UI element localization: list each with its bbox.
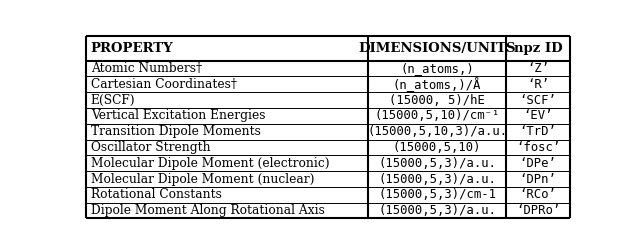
Text: (n_atoms,)/Å: (n_atoms,)/Å: [393, 77, 481, 92]
Text: (15000,5,10)/cm⁻¹: (15000,5,10)/cm⁻¹: [374, 109, 500, 122]
Bar: [86, 92, 570, 108]
Text: (15000,5,3)/a.u.: (15000,5,3)/a.u.: [378, 157, 496, 170]
Text: Molecular Dipole Moment (electronic): Molecular Dipole Moment (electronic): [91, 157, 330, 170]
Text: (n_atoms,): (n_atoms,): [400, 62, 474, 75]
Text: Rotational Constants: Rotational Constants: [91, 188, 221, 201]
Text: PROPERTY: PROPERTY: [91, 42, 173, 55]
Text: ‘DPRo’: ‘DPRo’: [516, 204, 560, 217]
Text: ‘TrD’: ‘TrD’: [520, 125, 557, 138]
Text: ‘DPn’: ‘DPn’: [520, 173, 557, 185]
Text: E(SCF): E(SCF): [91, 94, 136, 107]
Text: Dipole Moment Along Rotational Axis: Dipole Moment Along Rotational Axis: [91, 204, 324, 217]
Bar: [86, 76, 570, 92]
Bar: [86, 140, 570, 155]
Bar: [86, 171, 570, 187]
Bar: [86, 187, 570, 203]
Text: ‘DPe’: ‘DPe’: [520, 157, 557, 170]
Text: ‘fosc’: ‘fosc’: [516, 141, 560, 154]
Bar: [86, 61, 570, 76]
Text: (15000,5,10): (15000,5,10): [393, 141, 481, 154]
Text: Oscillator Strength: Oscillator Strength: [91, 141, 211, 154]
Text: ‘Z’: ‘Z’: [527, 62, 549, 75]
Text: ‘EV’: ‘EV’: [524, 109, 553, 122]
Text: (15000,5,10,3)/a.u.: (15000,5,10,3)/a.u.: [367, 125, 508, 138]
Bar: [86, 155, 570, 171]
Text: Vertical Excitation Energies: Vertical Excitation Energies: [91, 109, 266, 122]
Bar: [86, 124, 570, 140]
Text: Atomic Numbers†: Atomic Numbers†: [91, 62, 202, 75]
Text: (15000,5,3)/a.u.: (15000,5,3)/a.u.: [378, 173, 496, 185]
Text: (15000, 5)/hE: (15000, 5)/hE: [389, 94, 485, 107]
Text: Molecular Dipole Moment (nuclear): Molecular Dipole Moment (nuclear): [91, 173, 314, 185]
Text: ‘R’: ‘R’: [527, 78, 549, 91]
Bar: [86, 36, 570, 61]
Text: (15000,5,3)/a.u.: (15000,5,3)/a.u.: [378, 204, 496, 217]
Text: ‘RCo’: ‘RCo’: [520, 188, 557, 201]
Bar: [86, 108, 570, 124]
Text: DIMENSIONS/UNITS: DIMENSIONS/UNITS: [358, 42, 516, 55]
Text: npz ID: npz ID: [514, 42, 563, 55]
Text: (15000,5,3)/cm-1: (15000,5,3)/cm-1: [378, 188, 496, 201]
Bar: [86, 203, 570, 218]
Text: ‘SCF’: ‘SCF’: [520, 94, 557, 107]
Text: Cartesian Coordinates†: Cartesian Coordinates†: [91, 78, 237, 91]
Text: Transition Dipole Moments: Transition Dipole Moments: [91, 125, 260, 138]
